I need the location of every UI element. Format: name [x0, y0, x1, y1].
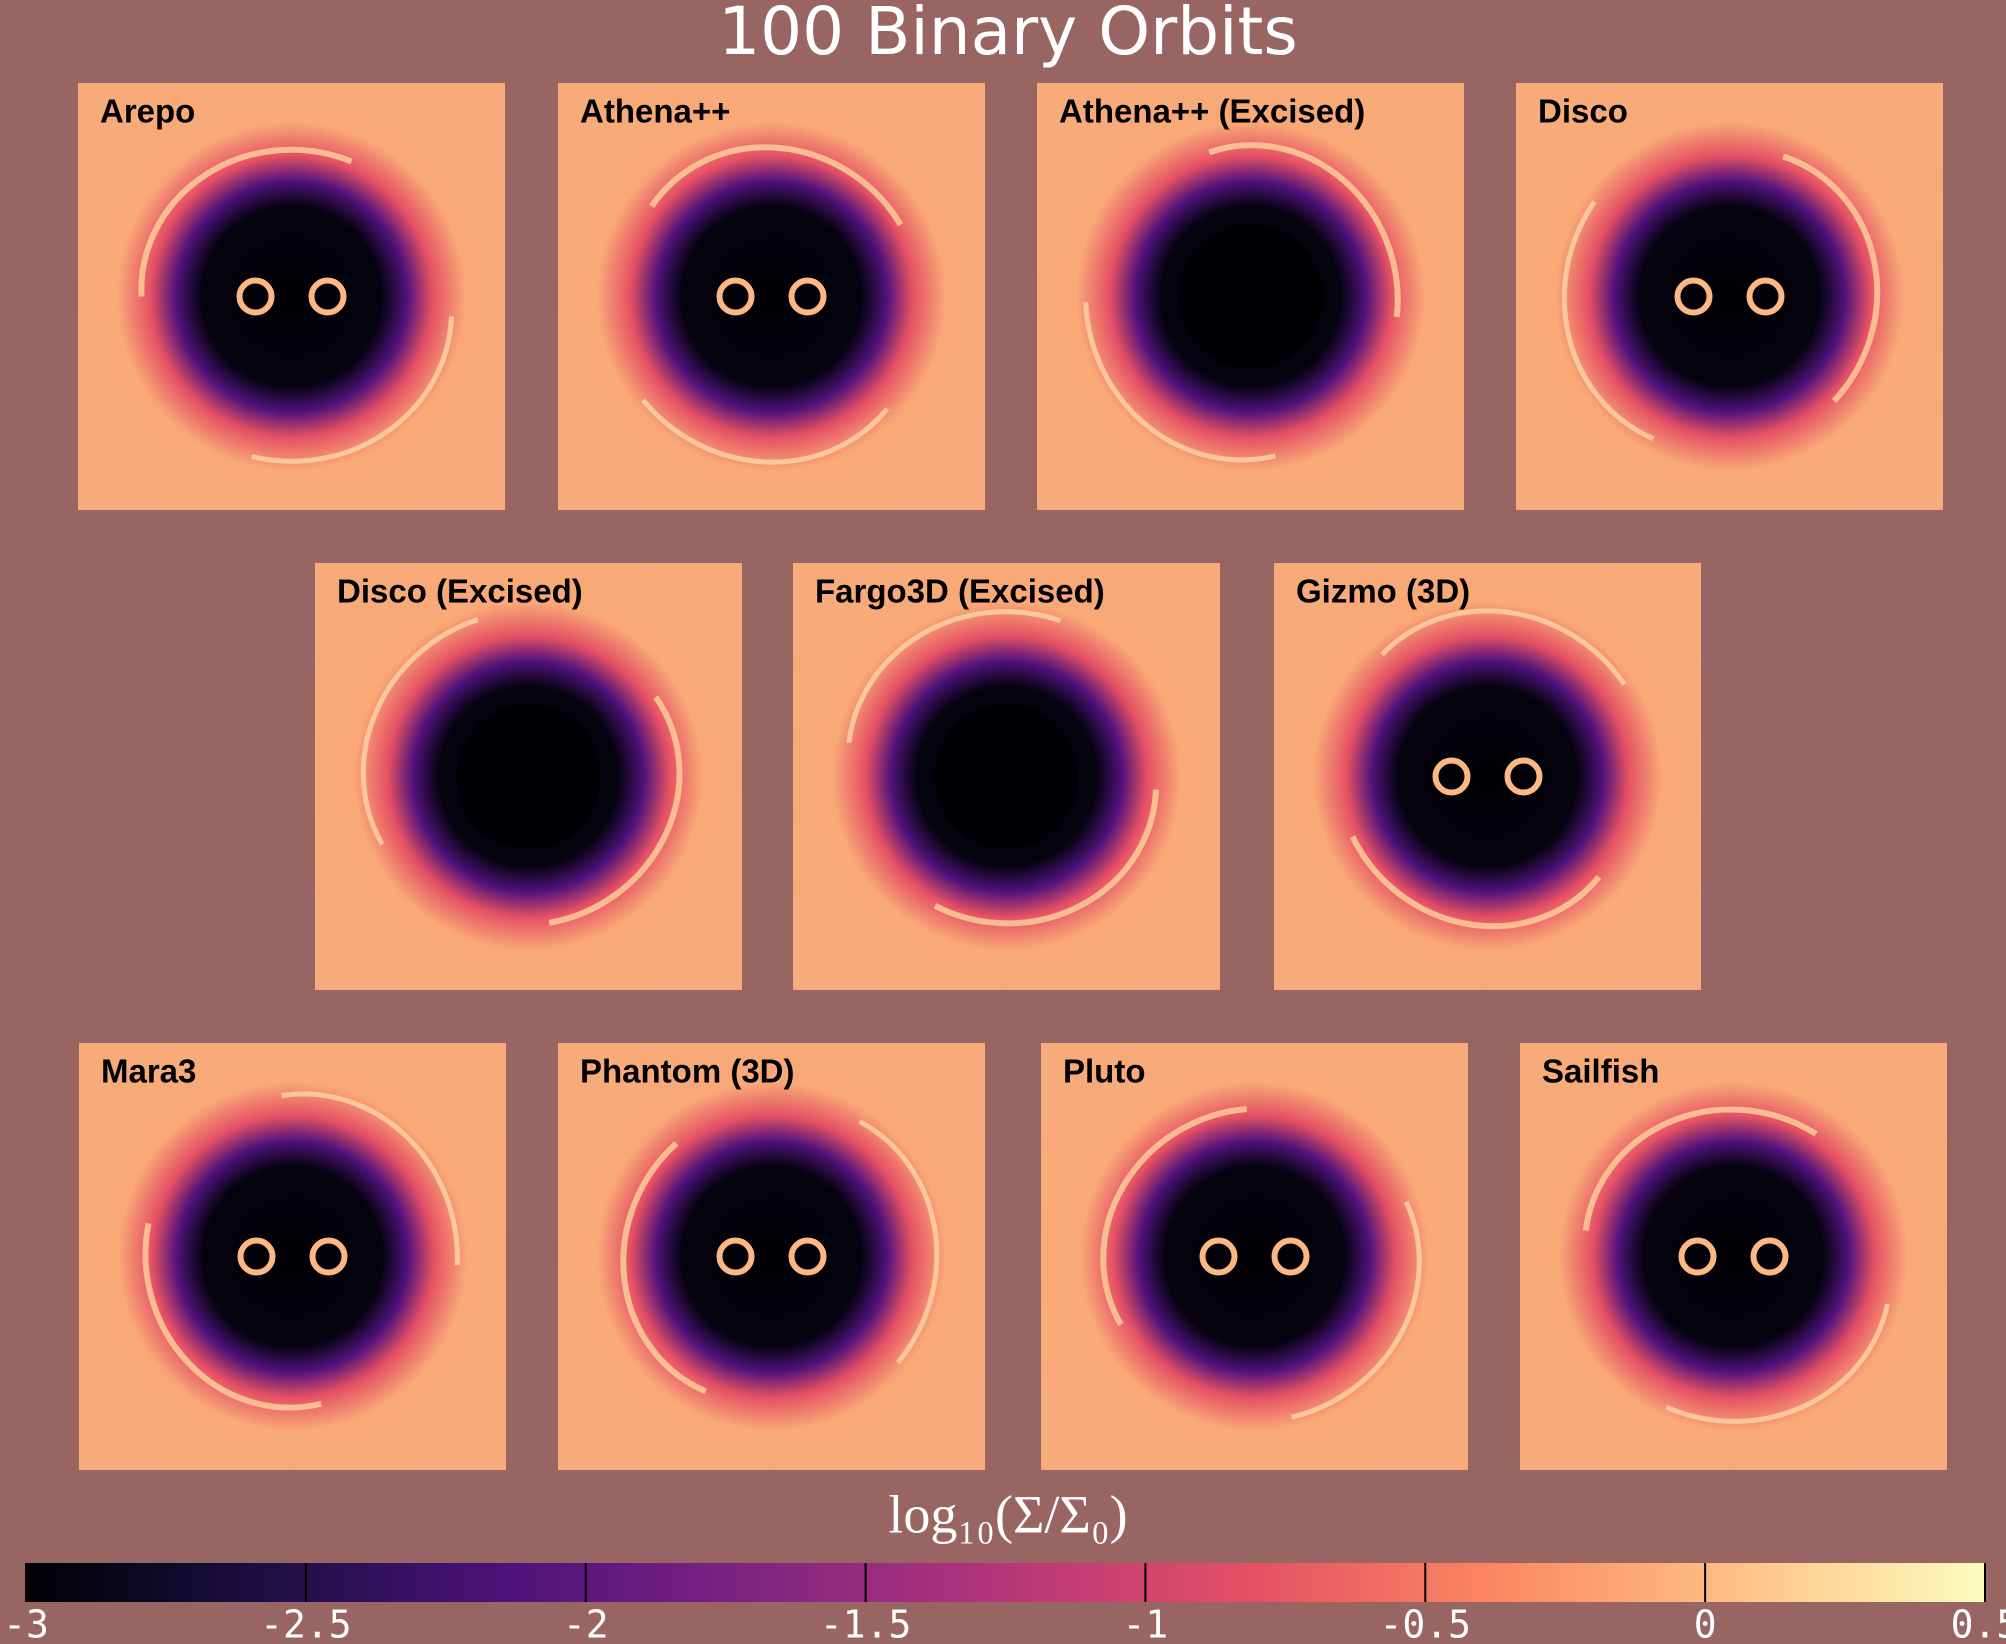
minidisk	[1746, 277, 1785, 316]
colorbar-tick-label: -1	[1123, 1603, 1169, 1644]
spiral-arm	[641, 398, 890, 465]
spiral-arm	[250, 316, 454, 464]
colorbar-tick-label: -2	[563, 1603, 609, 1644]
spiral-arm	[649, 144, 904, 227]
panel-label: Disco	[1538, 93, 1628, 130]
minidisk	[236, 277, 275, 316]
panel-image	[558, 1043, 985, 1470]
spiral-arm	[548, 695, 683, 926]
panel: Athena++ (Excised)	[1037, 83, 1464, 510]
spiral-arm	[142, 1222, 322, 1411]
spiral-arm	[1782, 153, 1881, 403]
panel-image	[1274, 563, 1701, 990]
spiral-arm	[1380, 608, 1627, 686]
panel: Disco (Excised)	[315, 563, 742, 990]
minidisk	[716, 1237, 755, 1276]
panel: Gizmo (3D)	[1274, 563, 1701, 990]
minidisk	[716, 277, 755, 316]
spiral-arm	[620, 1141, 707, 1395]
colorbar-tick-label: 0.5	[1951, 1603, 2006, 1644]
panel-image	[1516, 83, 1943, 510]
colorbar-tick-label: -3	[3, 1603, 49, 1644]
panel: Fargo3D (Excised)	[793, 563, 1220, 990]
spiral-arm	[1349, 835, 1602, 930]
excision	[456, 704, 601, 849]
colorbar-tick-label: -1.5	[820, 1603, 912, 1644]
minidisk	[309, 1237, 348, 1276]
colorbar	[26, 1563, 1985, 1602]
excision	[1178, 224, 1323, 369]
panel-image	[78, 83, 505, 510]
spiral-arm	[846, 609, 1062, 743]
spiral-arm	[360, 617, 479, 846]
panel-image	[79, 1043, 506, 1470]
panel: Athena++	[558, 83, 985, 510]
panel-image	[1520, 1043, 1947, 1470]
panel-label: Mara3	[101, 1053, 196, 1090]
minidisk	[788, 277, 827, 316]
spiral-arm	[1100, 1105, 1247, 1327]
panel-image	[558, 83, 985, 510]
panel-label: Disco (Excised)	[337, 573, 583, 610]
panel: Disco	[1516, 83, 1943, 510]
panel-label: Sailfish	[1542, 1053, 1659, 1090]
minidisk	[1271, 1237, 1310, 1276]
panel-label: Athena++ (Excised)	[1059, 93, 1365, 130]
colorbar-label: log₁₀(Σ/Σ₀)	[888, 1484, 1127, 1544]
panel: Phantom (3D)	[558, 1043, 985, 1470]
colorbar-tick-label: -0.5	[1380, 1603, 1472, 1644]
minidisk	[1504, 757, 1543, 796]
spiral-arm	[1582, 1106, 1818, 1231]
minidisk	[1199, 1237, 1238, 1276]
minidisk	[1432, 757, 1471, 796]
title: 100 Binary Orbits	[718, 0, 1298, 70]
panel-label: Gizmo (3D)	[1296, 573, 1470, 610]
spiral-arm	[1208, 142, 1401, 318]
panel: Mara3	[79, 1043, 506, 1470]
panel-image	[1041, 1043, 1468, 1470]
minidisk	[788, 1237, 827, 1276]
panel: Pluto	[1041, 1043, 1468, 1470]
spiral-arm	[1083, 302, 1276, 463]
panel-label: Pluto	[1063, 1053, 1145, 1090]
colorbar-tick-label: -2.5	[260, 1603, 352, 1644]
spiral-arm	[858, 1119, 940, 1365]
spiral-arm	[281, 1091, 460, 1266]
minidisk	[237, 1237, 276, 1276]
panel: Sailfish	[1520, 1043, 1947, 1470]
panel-label: Phantom (3D)	[580, 1053, 795, 1090]
panel-label: Arepo	[100, 93, 195, 130]
panel-label: Athena++	[580, 93, 730, 130]
excision	[934, 704, 1079, 849]
spiral-arm	[138, 146, 353, 297]
minidisk	[1674, 277, 1713, 316]
minidisk	[1750, 1237, 1789, 1276]
panel-label: Fargo3D (Excised)	[815, 573, 1105, 610]
spiral-arm	[1561, 200, 1655, 442]
minidisk	[308, 277, 347, 316]
spiral-arm	[1290, 1200, 1422, 1420]
spiral-arm	[1665, 1303, 1891, 1424]
spiral-arm	[933, 789, 1159, 927]
panel: Arepo	[78, 83, 505, 510]
colorbar-tick-label: 0	[1694, 1603, 1717, 1644]
minidisk	[1678, 1237, 1717, 1276]
